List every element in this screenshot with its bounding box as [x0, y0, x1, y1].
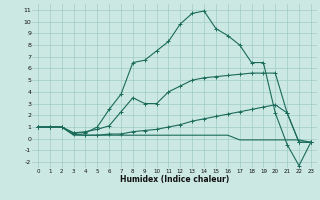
- X-axis label: Humidex (Indice chaleur): Humidex (Indice chaleur): [120, 175, 229, 184]
